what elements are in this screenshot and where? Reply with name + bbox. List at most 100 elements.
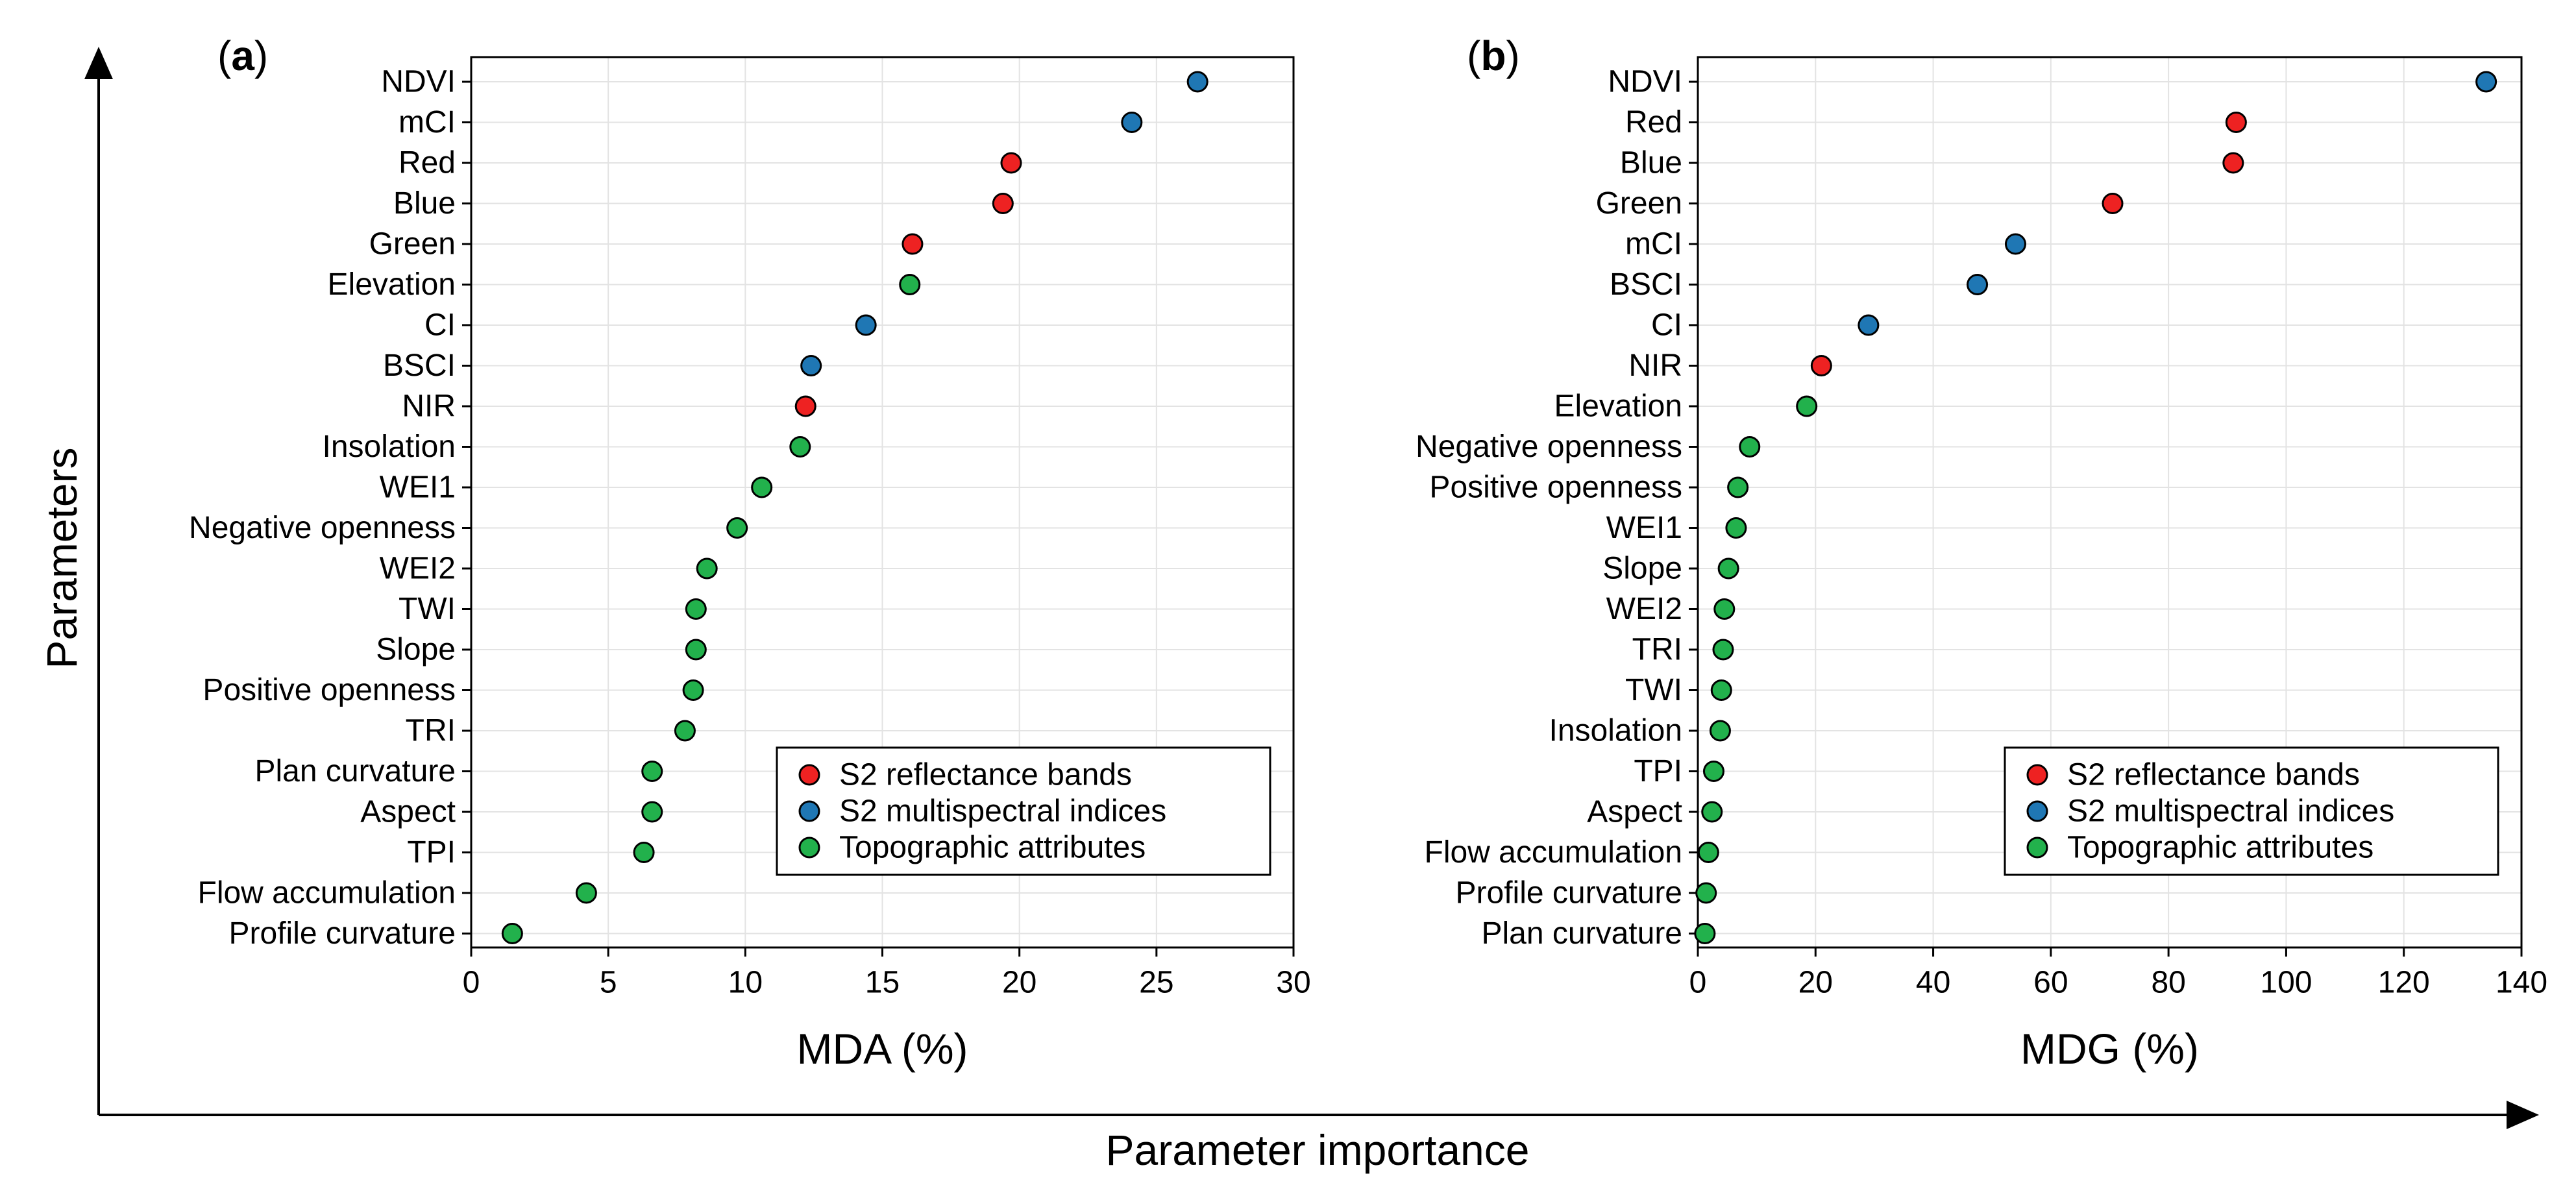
data-point [751, 476, 773, 498]
panel-label: (a) [217, 32, 268, 79]
data-point [1000, 152, 1022, 174]
y-tick-label: TRI [406, 714, 456, 748]
y-tick-label: Flow accumulation [1425, 835, 1683, 870]
data-point [696, 557, 718, 580]
x-tick-label: 15 [865, 966, 900, 1000]
x-tick-label: 100 [2260, 966, 2312, 1000]
data-point [992, 193, 1014, 214]
data-point [1727, 476, 1749, 498]
y-tick-label: TRI [1632, 633, 1682, 667]
x-tick-label: 140 [2496, 966, 2547, 1000]
y-tick-label: WEI1 [1606, 511, 1682, 545]
y-tick-label: WEI2 [380, 552, 456, 586]
outer-y-axis-arrow-icon [84, 47, 113, 79]
data-point [682, 679, 704, 701]
legend-marker [2026, 800, 2048, 822]
data-point [2004, 233, 2026, 255]
data-point [1725, 517, 1747, 539]
y-tick-label: Plan curvature [255, 754, 456, 788]
data-point [1739, 436, 1761, 458]
legend-marker [2026, 837, 2048, 859]
x-tick-label: 20 [1002, 966, 1037, 1000]
x-tick-label: 40 [1916, 966, 1950, 1000]
y-tick-label: BSCI [383, 348, 456, 383]
panel-a: (a) NDVI mCI Red Blue Green Elevation CI BSCI NIR… [189, 32, 1311, 1073]
y-tick-label: Green [369, 227, 456, 262]
data-point [685, 639, 707, 661]
data-point [1967, 274, 1989, 295]
y-tick-label: TPI [1634, 754, 1682, 788]
x-tick-label: 80 [2151, 966, 2185, 1000]
data-point [2102, 193, 2124, 214]
data-point [641, 761, 663, 782]
x-tick-label: 120 [2378, 966, 2430, 1000]
y-tick-label: Aspect [1587, 795, 1682, 829]
data-point [1810, 355, 1832, 376]
data-point [1710, 679, 1732, 701]
y-tick-label: Insolation [1549, 714, 1682, 748]
y-tick-label: Elevation [328, 267, 456, 302]
data-point [685, 598, 707, 620]
legend-entry: S2 reflectance bands [839, 758, 1132, 792]
data-point [1697, 842, 1719, 863]
legend-marker [798, 800, 820, 822]
y-tick-label: Plan curvature [1482, 916, 1683, 951]
y-tick-label: Positive openness [202, 673, 456, 707]
legend-entry: Topographic attributes [839, 831, 1146, 865]
y-tick-label: Flow accumulation [198, 876, 456, 910]
data-point [1713, 598, 1736, 620]
outer-y-axis-title: Parameters [38, 447, 86, 668]
data-point [1121, 112, 1143, 133]
x-axis-title: MDG (%) [2020, 1025, 2199, 1073]
data-point [1712, 639, 1734, 661]
y-tick-label: NDVI [381, 65, 456, 99]
data-point [902, 233, 924, 255]
y-tick-label: BSCI [1610, 267, 1682, 302]
y-tick-label: Profile curvature [1456, 876, 1682, 910]
data-point [855, 314, 877, 336]
x-tick-label: 60 [2033, 966, 2068, 1000]
data-point [2475, 71, 2497, 93]
y-tick-label: WEI2 [1606, 592, 1682, 626]
y-tick-label: WEI1 [380, 470, 456, 505]
data-point [726, 517, 748, 539]
plot-frame [1697, 56, 2523, 949]
y-tick-label: NIR [1628, 348, 1682, 383]
data-point [1858, 314, 1880, 336]
y-tick-label: Red [399, 146, 456, 180]
panel-label-letter: a [231, 32, 254, 79]
data-point [501, 923, 523, 944]
panel-b: (b) NDVI Red Blue Green mCI BSCI CI NIR Elevation… [1416, 32, 2547, 1073]
data-point [633, 842, 655, 863]
data-point [1695, 882, 1717, 904]
outer-x-axis-title: Parameter importance [1106, 1126, 1530, 1174]
y-tick-label: CI [424, 308, 456, 343]
y-tick-label: Profile curvature [229, 916, 456, 951]
legend-marker [798, 764, 820, 786]
y-tick-label: mCI [399, 105, 456, 140]
data-point [789, 436, 811, 458]
x-tick-label: 0 [1689, 966, 1707, 1000]
data-point [1702, 761, 1724, 782]
data-point [1709, 720, 1731, 742]
data-point [1796, 395, 1818, 417]
y-tick-label: NIR [402, 389, 456, 424]
outer-x-axis-arrow-icon [2507, 1101, 2539, 1129]
legend-entry: Topographic attributes [2067, 831, 2374, 865]
y-tick-label: TWI [1625, 673, 1682, 707]
x-axis-title: MDA (%) [797, 1025, 968, 1073]
legend-entry: S2 multispectral indices [2067, 794, 2394, 829]
x-tick-label: 5 [600, 966, 617, 1000]
x-tick-label: 0 [463, 966, 480, 1000]
data-point [2225, 112, 2247, 133]
x-tick-label: 10 [728, 966, 763, 1000]
outer-axes [84, 47, 2539, 1129]
y-tick-label: Green [1596, 186, 1682, 221]
y-tick-label: Elevation [1554, 389, 1682, 424]
data-point [1701, 801, 1723, 823]
y-tick-label: mCI [1625, 227, 1682, 262]
legend-box [776, 746, 1271, 876]
